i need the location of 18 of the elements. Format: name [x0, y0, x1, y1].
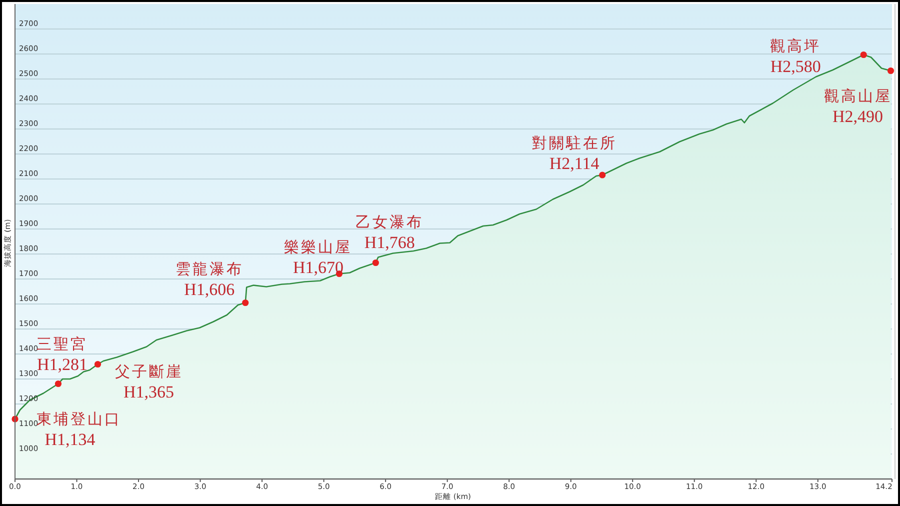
- annotation: 三聖宮: [36, 336, 88, 353]
- annotation: H1,365: [123, 382, 174, 402]
- annotation: 東埔登山口: [36, 411, 122, 428]
- annotation: H1,606: [184, 280, 235, 299]
- annotation: H1,134: [44, 430, 96, 449]
- annotation: H2,580: [770, 56, 821, 76]
- annotation: 觀高山屋: [824, 88, 892, 105]
- annotation: 雲龍瀑布: [175, 260, 244, 278]
- annotation: H1,281: [36, 354, 88, 374]
- annotation: 乙女瀑布: [356, 214, 424, 231]
- annotation: H1,670: [292, 258, 344, 277]
- annotation: H2,490: [832, 106, 884, 126]
- annotation: 對關駐在所: [532, 135, 617, 152]
- annotation: H1,768: [364, 232, 415, 252]
- annotation: 觀高坪: [770, 38, 822, 55]
- annotation: H2,114: [549, 154, 600, 173]
- annotation: 樂樂山屋: [284, 238, 352, 256]
- annotation: 父子斷崖: [114, 363, 183, 380]
